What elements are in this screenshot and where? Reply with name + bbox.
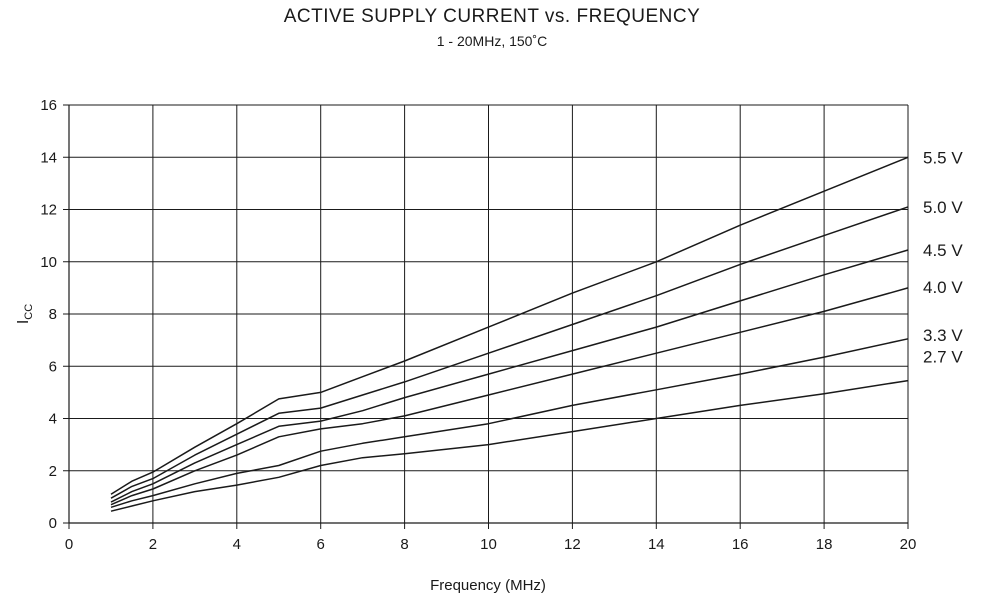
y-tick-label: 14: [40, 149, 57, 166]
series-line: [110, 287, 909, 506]
series-label: 2.7 V: [923, 348, 963, 367]
x-tick-label: 8: [400, 536, 408, 553]
y-tick-label: 8: [49, 306, 57, 323]
y-axis-label-main: I: [15, 320, 32, 324]
x-tick-label: 6: [317, 536, 325, 553]
y-axis-label: ICC: [15, 304, 35, 324]
series-line: [110, 156, 909, 495]
x-tick-label: 4: [233, 536, 241, 553]
x-tick-label: 10: [480, 536, 497, 553]
y-tick-label: 2: [49, 463, 57, 480]
chart-title: ACTIVE SUPPLY CURRENT vs. FREQUENCY: [283, 6, 701, 27]
series-line: [110, 249, 909, 503]
series-label: 5.5 V: [923, 148, 963, 167]
x-tick-label: 2: [149, 536, 157, 553]
y-axis-label-sub: CC: [23, 304, 35, 320]
x-tick-label: 16: [732, 536, 749, 553]
y-tick-label: 4: [49, 411, 57, 428]
y-tick-label: 16: [40, 97, 57, 114]
y-tick-label: 6: [49, 358, 57, 375]
x-tick-labels: 0 2 4 6 8 10 12 14 16 18 20: [65, 536, 917, 553]
series-label: 5.0 V: [923, 198, 963, 217]
y-tick-label: 12: [40, 202, 57, 219]
y-tick-label: 10: [40, 254, 57, 271]
series-line: [110, 379, 909, 512]
series-label: 4.5 V: [923, 241, 963, 260]
y-tick-label: 0: [49, 515, 57, 532]
y-tick-labels: 0 2 4 6 8 10 12 14 16: [40, 97, 57, 532]
grid-lines: [69, 104, 909, 523]
x-tick-label: 14: [648, 536, 665, 553]
series-line: [110, 338, 909, 509]
x-tick-label: 12: [564, 536, 581, 553]
chart-subtitle: 1 - 20MHz, 150˚C: [436, 33, 548, 49]
series-lines: [110, 156, 909, 512]
x-tick-label: 18: [816, 536, 833, 553]
series-label: 3.3 V: [923, 326, 963, 345]
series-label: 4.0 V: [923, 278, 963, 297]
x-tick-label: 20: [900, 536, 917, 553]
x-axis-label: Frequency (MHz): [430, 577, 546, 594]
x-tick-label: 0: [65, 536, 73, 553]
axes: [63, 104, 909, 529]
series-labels: 5.5 V 5.0 V 4.5 V 4.0 V 3.3 V 2.7 V: [923, 148, 963, 366]
series-line: [110, 206, 909, 499]
